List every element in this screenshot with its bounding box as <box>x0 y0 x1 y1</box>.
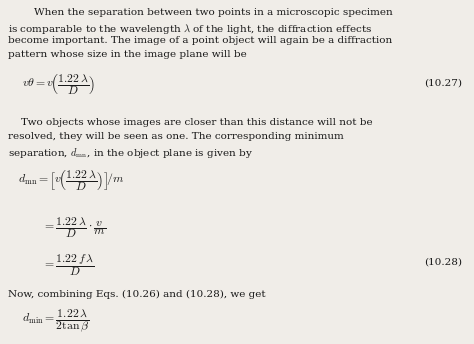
Text: separation, $d_{\mathrm{mn}}$, in the object plane is given by: separation, $d_{\mathrm{mn}}$, in the ob… <box>8 146 253 160</box>
Text: pattern whose size in the image plane will be: pattern whose size in the image plane wi… <box>8 50 247 59</box>
Text: resolved, they will be seen as one. The corresponding minimum: resolved, they will be seen as one. The … <box>8 132 344 141</box>
Text: $d_{\mathrm{mn}} = \left[v\!\left(\dfrac{1.22\,\lambda}{D}\right)\right]\!/m$: $d_{\mathrm{mn}} = \left[v\!\left(\dfrac… <box>18 168 124 193</box>
Text: Two objects whose images are closer than this distance will not be: Two objects whose images are closer than… <box>8 118 373 127</box>
Text: is comparable to the wavelength $\lambda$ of the light, the diffraction effects: is comparable to the wavelength $\lambda… <box>8 22 373 36</box>
Text: become important. The image of a point object will again be a diffraction: become important. The image of a point o… <box>8 36 392 45</box>
Text: When the separation between two points in a microscopic specimen: When the separation between two points i… <box>8 8 393 17</box>
Text: $d_{\mathrm{min}} = \dfrac{1.22\,\lambda}{2\tan\beta}$: $d_{\mathrm{min}} = \dfrac{1.22\,\lambda… <box>22 308 90 335</box>
Text: $v\theta = v\!\left(\dfrac{1.22\,\lambda}{D}\right)$: $v\theta = v\!\left(\dfrac{1.22\,\lambda… <box>22 72 95 97</box>
Text: (10.28): (10.28) <box>424 258 462 267</box>
Text: $= \dfrac{1.22\,f\,\lambda}{D}$: $= \dfrac{1.22\,f\,\lambda}{D}$ <box>42 252 94 278</box>
Text: $= \dfrac{1.22\,\lambda}{D} \cdot \dfrac{v}{m}$: $= \dfrac{1.22\,\lambda}{D} \cdot \dfrac… <box>42 215 106 240</box>
Text: Now, combining Eqs. (10.26) and (10.28), we get: Now, combining Eqs. (10.26) and (10.28),… <box>8 290 265 299</box>
Text: (10.27): (10.27) <box>424 79 462 88</box>
